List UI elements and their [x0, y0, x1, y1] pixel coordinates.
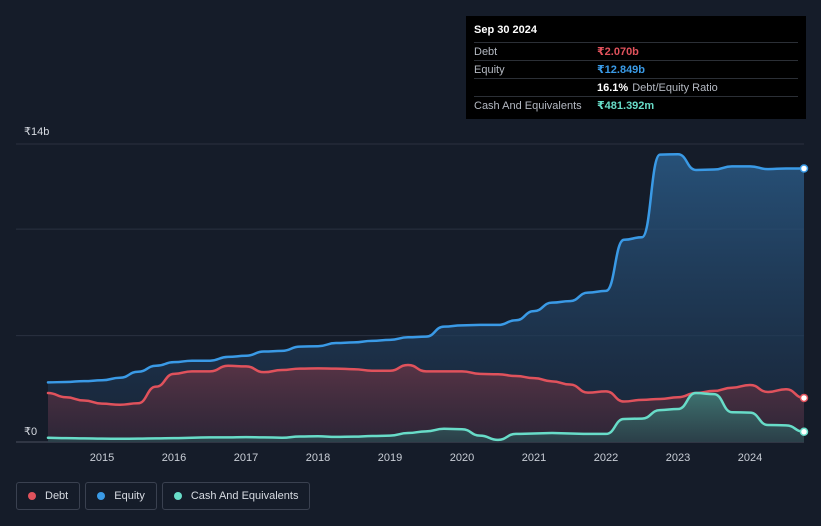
x-tick-label: 2015 — [90, 452, 114, 464]
tooltip-row-debt: Debt ₹2.070b — [474, 42, 798, 60]
x-tick-label: 2023 — [666, 452, 690, 464]
tooltip-ratio-label: Debt/Equity Ratio — [632, 81, 718, 94]
tooltip-equity-label: Equity — [474, 63, 505, 76]
cash-line — [46, 391, 806, 442]
x-tick-label: 2019 — [378, 452, 402, 464]
debt-area — [48, 364, 804, 442]
x-tick-label: 2016 — [162, 452, 186, 464]
legend-item-equity[interactable]: Equity — [85, 482, 157, 510]
legend-item-debt[interactable]: Debt — [16, 482, 81, 510]
cash-end-point — [799, 427, 809, 437]
y-tick-label: ₹0 — [24, 426, 37, 438]
tooltip-equity-value: ₹12.849b — [597, 64, 646, 76]
x-tick-label: 2017 — [234, 452, 258, 464]
tooltip-row-equity: Equity ₹12.849b — [474, 60, 798, 78]
equity-line — [46, 152, 806, 384]
tooltip-cash-value: ₹481.392m — [597, 100, 655, 112]
x-tick-label: 2020 — [450, 452, 474, 464]
legend: Debt Equity Cash And Equivalents — [16, 482, 311, 510]
series-areas — [48, 154, 804, 442]
x-tick-label: 2024 — [738, 452, 762, 464]
cash-dot-icon — [173, 492, 182, 500]
legend-label-debt: Debt — [45, 490, 69, 502]
series-lines — [46, 152, 809, 442]
x-tick-label: 2021 — [522, 452, 546, 464]
debt-dot-icon — [28, 492, 36, 500]
legend-label-cash: Cash And Equivalents — [190, 490, 299, 502]
x-tick-label: 2018 — [306, 452, 330, 464]
tooltip-ratio-value: 16.1% — [597, 81, 629, 94]
legend-item-cash[interactable]: Cash And Equivalents — [161, 482, 311, 510]
legend-label-equity: Equity — [114, 490, 145, 502]
tooltip-debt-value: ₹2.070b — [597, 46, 639, 58]
equity-dot-icon — [97, 492, 106, 500]
axis-labels: ₹14b ₹0 2015 2016 2017 2018 2019 2020 2021 2022 20… — [24, 126, 762, 464]
tooltip-row-ratio: 16.1% Debt/Equity Ratio — [474, 78, 798, 96]
debt-line — [46, 363, 806, 406]
y-tick-label: ₹14b — [24, 126, 49, 138]
tooltip-panel: Sep 30 2024 Debt ₹2.070b Equity ₹12.849b… — [466, 16, 806, 119]
tooltip-row-cash: Cash And Equivalents ₹481.392m — [474, 96, 798, 114]
debt-end-point — [799, 393, 809, 403]
cash-area — [48, 393, 804, 442]
tooltip-date: Sep 30 2024 — [474, 24, 537, 36]
tooltip-cash-label: Cash And Equivalents — [474, 99, 582, 112]
tooltip-debt-label: Debt — [474, 45, 498, 58]
x-tick-label: 2022 — [594, 452, 618, 464]
equity-end-point — [799, 164, 809, 173]
